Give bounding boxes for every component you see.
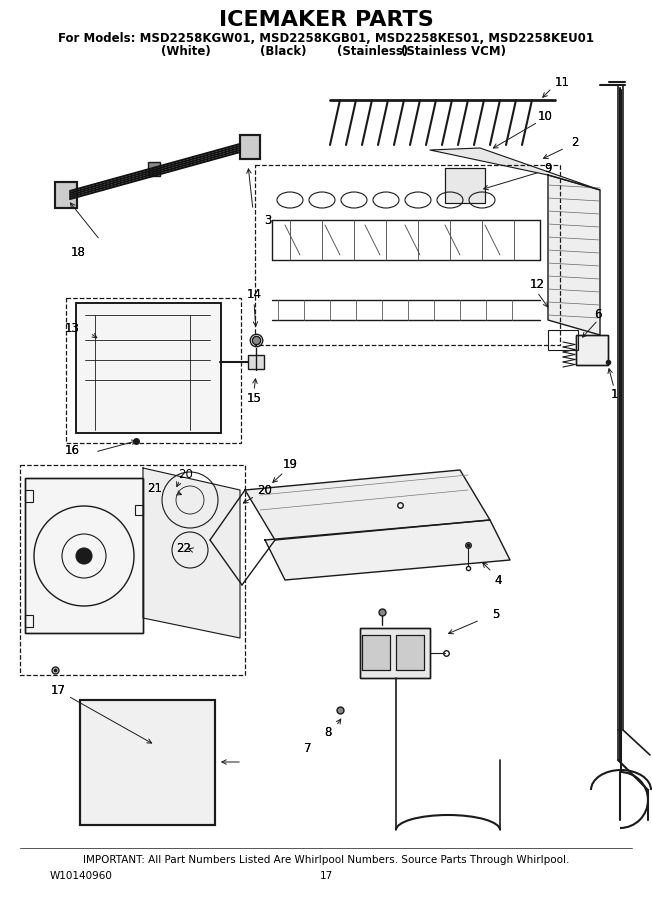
Bar [55,182,77,208]
Bar [66,298,241,443]
Bar [360,628,430,678]
Polygon shape [548,175,600,335]
Bar [76,303,221,433]
Text: 17: 17 [319,871,333,881]
Text: 2: 2 [571,136,579,149]
Text: ICEMAKER PARTS: ICEMAKER PARTS [218,10,434,30]
Bar [135,505,143,515]
Bar [76,303,221,433]
Text: 14: 14 [246,289,261,302]
Text: 7: 7 [304,742,312,754]
Text: 20: 20 [258,483,273,497]
Bar [240,135,260,159]
Text: 14: 14 [246,289,261,302]
Text: 19: 19 [282,458,297,472]
Text: 6: 6 [594,308,602,320]
Polygon shape [430,148,600,190]
Text: 9: 9 [544,161,552,175]
Text: 4: 4 [494,573,502,587]
Bar [362,635,390,670]
Polygon shape [143,468,240,638]
Bar [25,478,143,633]
Bar [80,700,215,825]
Bar [80,700,215,825]
Text: 12: 12 [529,278,544,292]
Bar [445,168,485,203]
Text: 20: 20 [258,483,273,497]
Polygon shape [265,520,510,580]
Text: 18: 18 [70,246,85,258]
Text: 17: 17 [50,683,65,697]
Text: 18: 18 [70,246,85,258]
Text: 7: 7 [304,742,312,754]
Text: 16: 16 [65,444,80,456]
Text: 9: 9 [544,161,552,175]
Text: 19: 19 [282,458,297,472]
Bar [576,335,608,365]
Text: 1: 1 [610,389,617,401]
Text: 5: 5 [492,608,499,620]
Text: 6: 6 [594,308,602,320]
Text: 11: 11 [554,76,569,88]
Text: 21: 21 [147,482,162,494]
Bar [55,182,77,208]
Bar [20,465,245,675]
Text: 15: 15 [246,392,261,404]
Text: 13: 13 [65,321,80,335]
Bar [148,162,160,176]
Bar [362,635,390,670]
Text: 8: 8 [324,725,332,739]
Text: (Stainless VCM): (Stainless VCM) [400,46,506,58]
Text: 3: 3 [264,213,272,227]
Bar [360,628,430,678]
Text: 5: 5 [492,608,499,620]
Bar [396,635,424,670]
Text: 20: 20 [179,469,194,482]
Circle shape [76,548,92,564]
Text: (Stainless): (Stainless) [337,46,409,58]
Text: 1: 1 [610,389,617,401]
Bar [25,478,143,633]
Bar [255,165,560,345]
Text: 4: 4 [494,573,502,587]
Text: 22: 22 [176,542,191,554]
Text: 10: 10 [537,110,552,122]
Bar [248,355,264,369]
Text: IMPORTANT: All Part Numbers Listed Are Whirlpool Numbers. Source Parts Through W: IMPORTANT: All Part Numbers Listed Are W… [83,855,569,865]
Text: 2: 2 [571,136,579,149]
Text: 22: 22 [176,542,191,554]
Bar [25,490,33,502]
Text: 10: 10 [537,110,552,122]
Bar [576,335,608,365]
Text: 3: 3 [264,213,272,227]
Text: (Black): (Black) [260,46,307,58]
Text: 17: 17 [50,683,65,697]
Text: (White): (White) [161,46,211,58]
Text: 8: 8 [324,725,332,739]
Bar [240,135,260,159]
Bar [25,615,33,627]
Text: W10140960: W10140960 [50,871,113,881]
Text: 13: 13 [65,321,80,335]
Bar [445,168,485,203]
Text: For Models: MSD2258KGW01, MSD2258KGB01, MSD2258KES01, MSD2258KEU01: For Models: MSD2258KGW01, MSD2258KGB01, … [58,32,594,44]
Bar [396,635,424,670]
Bar [548,330,578,350]
Text: 15: 15 [246,392,261,404]
Text: 12: 12 [529,278,544,292]
Polygon shape [245,470,490,540]
Text: 16: 16 [65,444,80,456]
Text: 11: 11 [554,76,569,88]
Text: 21: 21 [147,482,162,494]
